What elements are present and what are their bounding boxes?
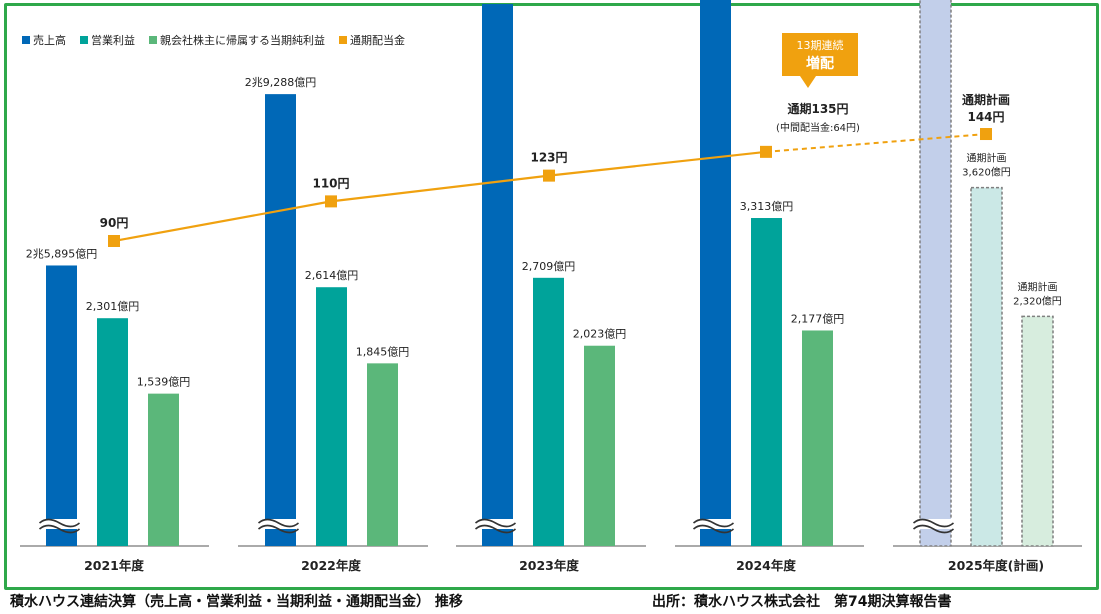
chart-svg: 売上高 営業利益 親会社株主に帰属する当期純利益 通期配当金 2兆5,895億円 2,30… bbox=[20, 0, 1082, 573]
axis-break-mark-3 bbox=[692, 518, 735, 534]
bar-label-s1-3: 3,313億円 bbox=[740, 200, 794, 213]
dividend-line-plan bbox=[765, 133, 987, 153]
callout-line2: 増配 bbox=[806, 55, 834, 72]
dividend-label-4: 144円 bbox=[967, 110, 1004, 124]
caption-source: 出所：積水ハウス株式会社 第74期決算報告書 bbox=[652, 594, 952, 610]
bar-plan-prefix-s2-4: 通期計画 bbox=[1018, 280, 1058, 293]
dividend-label-1: 110円 bbox=[312, 176, 349, 190]
axis-break-mark-2 bbox=[474, 518, 517, 534]
category-label-1: 2022年度 bbox=[301, 558, 361, 573]
legend-label-3: 通期配当金 bbox=[350, 33, 405, 47]
bar-label-s2-2: 2,023億円 bbox=[573, 328, 627, 341]
category-label-4: 2025年度(計画) bbox=[948, 558, 1044, 573]
axis-break-mark-0 bbox=[38, 518, 81, 534]
bar-plan-prefix-s1-4: 通期計画 bbox=[967, 152, 1007, 165]
bar-s0-1 bbox=[265, 94, 296, 546]
dividend-marker-1 bbox=[325, 195, 337, 208]
bar-label-s2-3: 2,177億円 bbox=[791, 312, 845, 325]
bar-s2-4 bbox=[1021, 315, 1054, 547]
bar-label-s0-1: 2兆9,288億円 bbox=[245, 76, 317, 89]
legend-label-1: 営業利益 bbox=[91, 33, 135, 47]
legend-swatch-3 bbox=[339, 36, 347, 44]
axis-break-mark-4 bbox=[912, 518, 955, 534]
bar-s1-4 bbox=[970, 186, 1003, 547]
bar-label-s2-1: 1,845億円 bbox=[356, 345, 410, 358]
callout-line1: 13期連続 bbox=[797, 38, 844, 52]
axis-break-mark-1 bbox=[257, 518, 300, 534]
legend-swatch-2 bbox=[149, 36, 157, 44]
bar-label-s0-0: 2兆5,895億円 bbox=[26, 247, 98, 260]
dividend-note: (中間配当金:64円) bbox=[776, 121, 860, 134]
legend-swatch-1 bbox=[80, 36, 88, 44]
dividend-marker-3 bbox=[760, 145, 772, 158]
bar-s0-3 bbox=[700, 0, 731, 546]
callout-box bbox=[782, 33, 858, 88]
bar-label-s1-0: 2,301億円 bbox=[86, 300, 140, 313]
bar-s0-0 bbox=[46, 265, 77, 546]
bar-s2-3 bbox=[802, 330, 833, 546]
category-label-2: 2023年度 bbox=[519, 558, 579, 573]
dividend-label-3: 通期135円 bbox=[787, 101, 848, 116]
category-label-3: 2024年度 bbox=[736, 558, 796, 573]
bar-s0-4 bbox=[919, 0, 952, 547]
bar-s2-1 bbox=[367, 363, 398, 546]
dividend-marker-0 bbox=[108, 235, 120, 247]
bar-label-s1-4: 3,620億円 bbox=[962, 166, 1011, 179]
chart-frame bbox=[4, 3, 1099, 590]
bar-label-s1-2: 2,709億円 bbox=[522, 260, 576, 273]
bar-s0-2 bbox=[482, 4, 513, 547]
dividend-label-2: 123円 bbox=[530, 151, 567, 165]
bar-s2-0 bbox=[148, 393, 179, 546]
dividend-marker-2 bbox=[543, 169, 555, 182]
dividend-marker-4 bbox=[980, 128, 992, 141]
category-label-0: 2021年度 bbox=[84, 558, 144, 573]
dividend-line bbox=[113, 150, 767, 243]
bar-s1-0 bbox=[97, 318, 128, 546]
bar-s1-1 bbox=[316, 287, 347, 546]
legend-swatch-0 bbox=[22, 36, 30, 44]
caption-title: 積水ハウス連結決算（売上高・営業利益・当期利益・通期配当金） 推移 bbox=[10, 594, 463, 610]
bar-s1-3 bbox=[751, 218, 782, 546]
bar-s2-2 bbox=[584, 345, 615, 546]
bar-s1-2 bbox=[533, 277, 564, 546]
bar-label-s2-4: 2,320億円 bbox=[1013, 294, 1062, 307]
bar-label-s2-0: 1,539億円 bbox=[137, 376, 191, 389]
dividend-label-0: 90円 bbox=[100, 216, 129, 230]
dividend-plan-prefix: 通期計画 bbox=[962, 92, 1010, 107]
bar-label-s1-1: 2,614億円 bbox=[305, 269, 359, 282]
legend-label-0: 売上高 bbox=[33, 33, 66, 47]
legend-label-2: 親会社株主に帰属する当期純利益 bbox=[160, 33, 325, 47]
